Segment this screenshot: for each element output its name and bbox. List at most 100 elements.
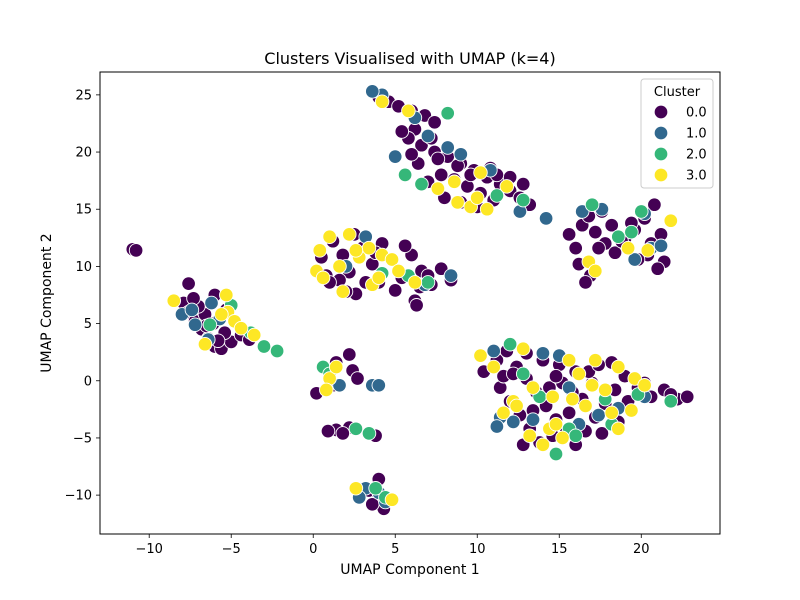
data-point [506, 414, 521, 430]
data-point [663, 213, 679, 228]
data-point [565, 391, 580, 407]
data-point [561, 352, 577, 368]
data-point [328, 359, 344, 375]
data-point [525, 380, 541, 395]
x-axis-ticks: −10 −5 0 5 10 15 20 [135, 534, 650, 557]
data-point [450, 195, 465, 210]
data-point [588, 224, 603, 240]
points-layer [125, 84, 695, 517]
data-point [401, 103, 416, 119]
plot-area-frame [99, 71, 721, 535]
data-point [319, 382, 334, 398]
data-point [620, 240, 636, 256]
data-point [166, 293, 182, 308]
data-point [624, 224, 639, 240]
data-point [387, 283, 403, 298]
y-tick-label: 15 [75, 203, 92, 218]
data-point [315, 270, 331, 286]
legend-item: 1.0 [653, 125, 707, 142]
x-tick-label: 15 [551, 542, 568, 557]
x-tick-label: 5 [391, 542, 399, 557]
data-point [427, 115, 442, 130]
data-point [574, 204, 590, 219]
data-point [578, 398, 593, 414]
data-point [591, 407, 606, 423]
data-point [384, 492, 400, 507]
data-point [342, 347, 357, 362]
data-point [214, 307, 229, 322]
data-point [594, 426, 610, 441]
data-point [469, 190, 485, 206]
data-point [561, 405, 577, 421]
data-point [368, 481, 383, 496]
data-point [320, 423, 336, 439]
data-point [535, 437, 551, 453]
data-point [571, 366, 587, 382]
data-point [515, 341, 531, 356]
data-point [584, 378, 600, 393]
data-point [637, 378, 652, 393]
data-point [407, 275, 423, 290]
data-point [647, 197, 662, 212]
legend-marker [653, 167, 669, 183]
data-point [433, 261, 449, 276]
data-point [348, 481, 364, 496]
data-point [679, 389, 695, 405]
data-point [548, 416, 564, 432]
y-tick-label: −10 [65, 489, 92, 504]
data-point [414, 176, 429, 192]
data-point [184, 302, 200, 318]
data-point [374, 94, 390, 109]
data-point [486, 359, 501, 375]
data-point [447, 174, 462, 190]
data-point [502, 336, 518, 352]
data-point [591, 240, 606, 256]
data-point [219, 287, 234, 303]
data-point [627, 371, 642, 386]
data-point [202, 317, 218, 332]
legend-label: 2.0 [686, 148, 707, 163]
data-point [430, 181, 446, 196]
data-point [128, 243, 144, 258]
data-point [607, 245, 623, 260]
data-point [650, 261, 665, 276]
data-point [489, 419, 505, 434]
data-point [535, 346, 551, 361]
data-point [624, 403, 639, 418]
data-point [611, 359, 626, 375]
data-point [361, 240, 377, 256]
data-point [584, 197, 600, 212]
data-point [332, 378, 347, 393]
data-point [420, 275, 436, 290]
data-point [256, 339, 272, 354]
data-point [371, 270, 387, 286]
y-tick-label: 10 [75, 260, 92, 275]
data-point [627, 252, 642, 267]
legend-label: 1.0 [686, 127, 707, 142]
y-tick-label: −5 [73, 431, 92, 446]
data-point [555, 430, 570, 446]
y-axis-ticks: −10 −5 0 5 10 15 20 25 [65, 88, 100, 504]
data-point [246, 327, 262, 343]
legend-item: 3.0 [653, 167, 707, 184]
data-point [597, 382, 613, 398]
data-point [440, 140, 455, 155]
data-point [394, 124, 410, 139]
data-point [361, 426, 377, 441]
data-point [548, 446, 564, 462]
data-point [335, 426, 351, 441]
data-point [486, 343, 501, 359]
data-point [515, 176, 531, 192]
chart-title: Clusters Visualised with UMAP (k=4) [264, 49, 555, 68]
data-point [489, 188, 505, 203]
data-point [350, 371, 365, 386]
data-point [391, 263, 406, 279]
data-point [204, 295, 219, 311]
data-point [604, 405, 619, 421]
data-point [611, 421, 626, 437]
data-point [473, 165, 488, 180]
data-point [322, 229, 337, 244]
data-point [335, 284, 351, 299]
data-point [342, 227, 357, 242]
data-point [653, 238, 669, 254]
